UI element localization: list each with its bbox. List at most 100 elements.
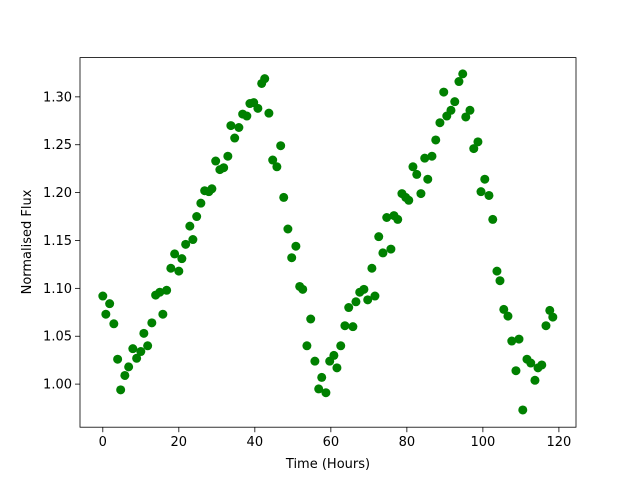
point — [116, 385, 126, 395]
y-tick-label: 1.05 — [43, 330, 72, 345]
y-tick-label: 1.30 — [43, 90, 72, 105]
point — [185, 221, 195, 231]
x-tick-label: 100 — [470, 435, 495, 450]
point — [155, 287, 165, 297]
point — [404, 195, 414, 205]
point — [495, 276, 505, 286]
point — [359, 284, 369, 294]
x-tick-label: 80 — [399, 435, 416, 450]
point — [511, 366, 521, 376]
point — [526, 358, 536, 368]
point — [450, 97, 460, 107]
point — [188, 235, 198, 245]
point — [537, 360, 547, 370]
point — [454, 77, 464, 87]
point — [223, 151, 233, 161]
x-tick-label: 120 — [546, 435, 571, 450]
point — [177, 254, 187, 264]
point — [416, 189, 426, 199]
point — [219, 163, 229, 173]
point — [321, 388, 331, 398]
point — [162, 285, 172, 295]
point — [298, 284, 308, 294]
point — [272, 162, 282, 172]
point — [136, 347, 146, 357]
point — [234, 122, 244, 132]
point — [211, 156, 221, 166]
point — [367, 263, 377, 273]
point — [545, 305, 555, 315]
point — [98, 291, 108, 301]
x-axis-label: Time (Hours) — [285, 457, 370, 472]
point — [336, 341, 346, 351]
point — [423, 174, 433, 184]
point — [242, 111, 252, 121]
point — [530, 375, 540, 385]
point — [170, 249, 180, 259]
point — [374, 232, 384, 242]
point — [306, 314, 316, 324]
point — [174, 266, 184, 276]
point — [109, 319, 119, 329]
point — [113, 354, 123, 364]
point — [427, 151, 437, 161]
point — [348, 322, 358, 332]
point — [435, 118, 445, 128]
point — [166, 263, 176, 273]
point — [260, 74, 270, 84]
x-tick-label: 40 — [247, 435, 264, 450]
point — [541, 321, 551, 331]
point — [230, 133, 240, 143]
point — [310, 356, 320, 366]
point — [158, 309, 168, 319]
point — [124, 362, 134, 372]
point — [382, 213, 392, 223]
point — [488, 214, 498, 224]
point — [458, 69, 468, 79]
point — [412, 169, 422, 179]
point — [287, 253, 297, 263]
point — [143, 341, 153, 351]
point — [473, 137, 483, 147]
point — [276, 141, 286, 151]
y-axis-label: Normalised Flux — [20, 189, 35, 294]
point — [503, 311, 513, 321]
point — [101, 309, 111, 319]
point — [264, 108, 274, 118]
point — [192, 212, 202, 222]
point — [314, 384, 324, 394]
point — [226, 121, 236, 131]
point — [351, 297, 361, 307]
point — [480, 174, 490, 184]
point — [446, 105, 456, 115]
y-tick-label: 1.00 — [43, 378, 72, 393]
point — [291, 241, 301, 251]
x-tick-label: 0 — [99, 435, 107, 450]
point — [268, 155, 278, 165]
point — [420, 153, 430, 163]
point — [120, 370, 130, 380]
point — [378, 248, 388, 258]
x-tick-label: 20 — [171, 435, 188, 450]
point — [393, 214, 403, 224]
point — [139, 328, 149, 338]
point — [431, 135, 441, 145]
x-tick-label: 60 — [323, 435, 340, 450]
point — [196, 198, 206, 208]
y-tick-label: 1.20 — [43, 186, 72, 201]
point — [132, 353, 142, 363]
point — [461, 112, 471, 122]
point — [518, 405, 528, 415]
point — [105, 299, 115, 309]
point — [329, 350, 339, 360]
point — [332, 363, 342, 373]
plot-frame — [79, 57, 577, 428]
point — [465, 105, 475, 115]
point — [408, 162, 418, 172]
point — [499, 304, 509, 314]
y-tick-label: 1.25 — [43, 138, 72, 153]
point — [317, 372, 327, 382]
point — [302, 341, 312, 351]
point — [340, 321, 350, 331]
